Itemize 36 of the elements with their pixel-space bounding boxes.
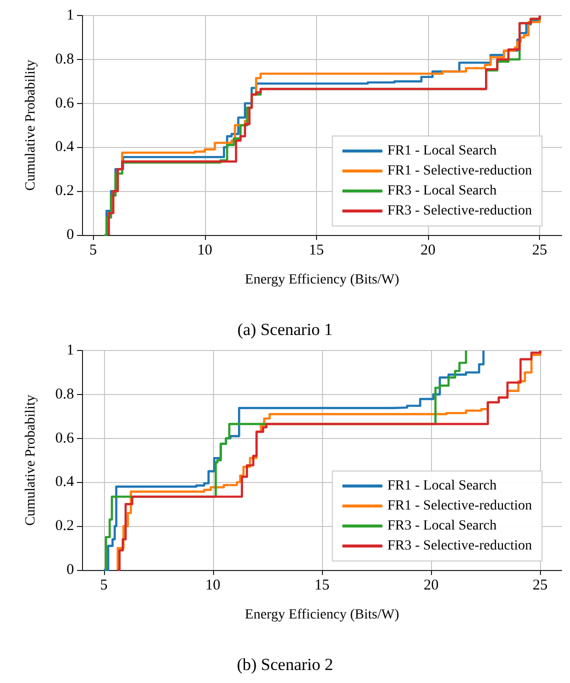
- y-tick-label: 0.2: [55, 183, 74, 200]
- legend-label: FR3 - Selective-reduction: [387, 538, 532, 554]
- y-tick-label: 0: [66, 562, 74, 578]
- y-tick-label: 0.4: [55, 474, 74, 490]
- legend-label: FR1 - Local Search: [387, 478, 497, 494]
- x-tick-label: 5: [89, 242, 97, 258]
- y-tick-label: 0.2: [55, 518, 74, 534]
- legend-label: FR3 - Local Search: [387, 518, 497, 534]
- x-tick-label: 20: [420, 242, 436, 258]
- legend-label: FR1 - Selective-reduction: [387, 164, 532, 178]
- y-tick-label: 0.6: [55, 430, 74, 446]
- x-tick-label: 15: [314, 578, 330, 594]
- y-axis-title: Cumulative Probability: [24, 60, 38, 191]
- y-tick-label: 0.8: [55, 386, 74, 402]
- y-tick-label: 0.4: [55, 139, 74, 156]
- x-tick-label: 25: [532, 242, 548, 258]
- y-tick-label: 0.6: [55, 95, 74, 112]
- y-axis-title: Cumulative Probability: [24, 394, 38, 526]
- y-tick-label: 0: [66, 227, 74, 243]
- x-tick-label: 15: [308, 242, 324, 258]
- x-tick-label: 5: [100, 578, 108, 594]
- y-tick-label: 1: [66, 342, 74, 358]
- x-tick-label: 10: [197, 242, 212, 258]
- x-tick-label: 20: [424, 578, 439, 594]
- legend-label: FR1 - Local Search: [387, 144, 497, 158]
- x-tick-label: 25: [532, 578, 548, 594]
- legend-label: FR3 - Local Search: [387, 184, 497, 198]
- y-tick-label: 0.8: [55, 51, 74, 68]
- x-axis-title: Energy Efficiency (Bits/W): [244, 272, 400, 288]
- legend-label: FR3 - Selective-reduction: [387, 204, 532, 218]
- x-tick-label: 10: [205, 578, 220, 594]
- text: (a) Scenario 1: [237, 320, 333, 339]
- text: (b) Scenario 2: [236, 655, 334, 674]
- legend-label: FR1 - Selective-reduction: [387, 498, 532, 514]
- x-axis-title: Energy Efficiency (Bits/W): [244, 608, 400, 622]
- y-tick-label: 1: [66, 8, 74, 24]
